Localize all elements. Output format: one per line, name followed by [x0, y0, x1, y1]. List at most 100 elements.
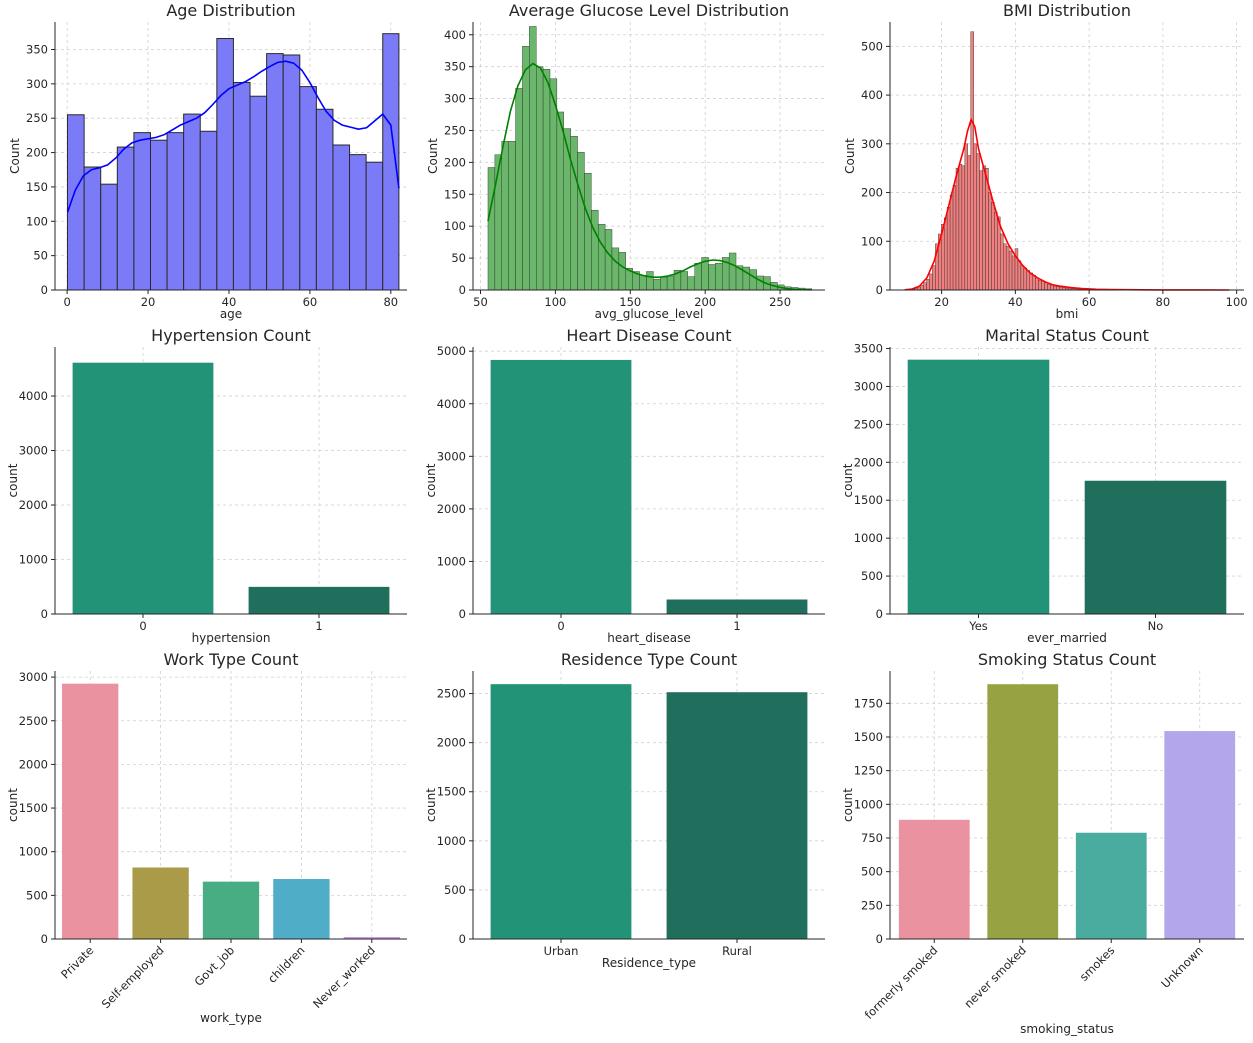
histogram-bar — [1026, 270, 1030, 291]
bar-0 — [490, 359, 632, 614]
bar-1 — [248, 586, 390, 614]
histogram-bar — [508, 141, 516, 291]
histogram-bar — [1029, 272, 1033, 291]
x-tick-label: Govt_job — [191, 943, 237, 989]
bars — [907, 359, 1227, 614]
histogram-bar — [982, 165, 986, 291]
x-tick-label: children — [265, 943, 308, 986]
bar-govt-job — [202, 881, 260, 939]
x-tick-label: 80 — [383, 295, 398, 309]
bar-formerly-smoked — [898, 819, 970, 939]
x-tick-label: 100 — [544, 295, 566, 309]
bar-urban — [490, 684, 632, 939]
x-axis-label: ever_married — [1027, 631, 1107, 645]
chart-panel-9: 0 250 500 750 1000 1250 1500 1750 formerly smoke… — [841, 650, 1244, 1036]
y-tick-label: 2000 — [437, 736, 466, 750]
histogram-bar — [1008, 250, 1013, 291]
bar-rural — [666, 692, 808, 939]
chart-panel-1: 0 50 100 150 200 250 300 350 0 20 40 60 80 age Count Ag… — [8, 1, 407, 321]
bar-never-worked — [343, 937, 400, 939]
chart-title: Age Distribution — [166, 1, 295, 20]
histogram-bar — [1023, 267, 1028, 291]
y-axis-label: Count — [426, 138, 440, 174]
bars — [72, 362, 390, 614]
histogram-bar — [1005, 245, 1010, 291]
x-tick-label: Unknown — [1158, 943, 1206, 991]
y-tick-label: 400 — [861, 88, 883, 102]
y-tick-label: 2500 — [854, 417, 883, 431]
y-axis-label: Count — [8, 138, 22, 174]
bar-children — [273, 879, 330, 939]
histogram-bar — [1047, 283, 1051, 291]
chart-panel-2: 0 50 100 150 200 250 300 350 400 50 100 150 200 250 av… — [426, 1, 825, 321]
histogram-bar — [382, 33, 400, 291]
y-tick-label: 300 — [444, 92, 466, 106]
histogram-bar — [232, 81, 251, 291]
x-tick-label: Self-employed — [99, 943, 167, 1011]
y-tick-label: 0 — [41, 607, 48, 621]
histogram-bar — [973, 143, 977, 291]
y-tick-label: 1000 — [854, 797, 883, 811]
y-axis-label: Count — [843, 138, 857, 174]
histogram-bar — [926, 279, 930, 291]
histogram-bar — [332, 144, 351, 291]
y-tick-label: 200 — [861, 186, 883, 200]
histogram-bar — [715, 263, 723, 291]
y-tick-label: 1000 — [854, 531, 883, 545]
histogram-bar — [549, 78, 558, 291]
y-tick-label: 2000 — [19, 757, 48, 771]
chart-panel-4: 0 1000 2000 3000 4000 0 1 hypertension count Hype… — [6, 326, 407, 645]
y-tick-label: 2500 — [19, 714, 48, 728]
histogram-bar — [988, 192, 992, 291]
x-tick-label: 1 — [733, 619, 740, 633]
histogram-bar — [944, 217, 948, 291]
y-tick-label: 0 — [876, 932, 883, 946]
histogram-bar — [660, 277, 668, 291]
histogram-bar — [183, 113, 201, 291]
histogram-bar — [149, 139, 168, 291]
x-tick-label: 80 — [1156, 295, 1171, 309]
histogram-bar — [216, 37, 234, 291]
x-tick-label: 0 — [139, 619, 146, 633]
bar-0 — [72, 362, 214, 614]
x-axis-label: hypertension — [192, 631, 271, 645]
y-tick-label: 50 — [451, 251, 466, 265]
histogram-bar — [991, 202, 995, 291]
y-tick-label: 400 — [444, 28, 466, 42]
x-axis-label: Residence_type — [602, 956, 696, 970]
histogram-bar — [952, 185, 957, 291]
chart-title: Average Glucose Level Distribution — [509, 1, 789, 20]
histogram-bar — [920, 284, 924, 291]
y-tick-label: 150 — [26, 180, 48, 194]
histogram-bar — [315, 108, 334, 291]
y-tick-label: 300 — [861, 137, 883, 151]
histogram-bar — [584, 173, 592, 291]
y-tick-label: 3000 — [19, 444, 48, 458]
histogram-bar — [494, 154, 502, 291]
y-tick-label: 2000 — [437, 502, 466, 516]
histogram-bar — [66, 114, 85, 291]
histogram-bar — [666, 275, 675, 291]
x-axis-label: heart_disease — [607, 631, 691, 645]
histogram-bar — [728, 252, 737, 291]
y-tick-label: 2000 — [854, 455, 883, 469]
y-tick-label: 0 — [459, 607, 466, 621]
x-tick-label: 0 — [63, 295, 70, 309]
histogram-bar — [116, 146, 135, 291]
chart-title: Marital Status Count — [985, 326, 1149, 345]
y-tick-label: 0 — [876, 607, 883, 621]
x-tick-label: 20 — [141, 295, 156, 309]
y-tick-label: 0 — [876, 283, 883, 297]
bar-never-smoked — [987, 684, 1059, 939]
y-tick-label: 0 — [459, 932, 466, 946]
y-tick-label: 1000 — [437, 834, 466, 848]
bar-1 — [666, 599, 808, 614]
histogram-bar — [997, 216, 1001, 291]
histogram-bar — [349, 154, 367, 291]
y-tick-label: 0 — [41, 932, 48, 946]
x-axis-label: smoking_status — [1020, 1022, 1114, 1036]
y-tick-label: 350 — [26, 42, 48, 56]
y-tick-label: 5000 — [437, 344, 466, 358]
y-tick-label: 250 — [861, 898, 883, 912]
